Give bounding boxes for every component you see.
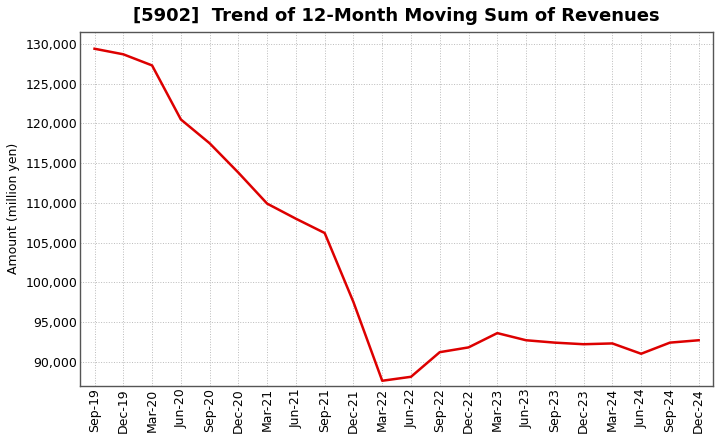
Y-axis label: Amount (million yen): Amount (million yen): [7, 143, 20, 275]
Title: [5902]  Trend of 12-Month Moving Sum of Revenues: [5902] Trend of 12-Month Moving Sum of R…: [133, 7, 660, 25]
